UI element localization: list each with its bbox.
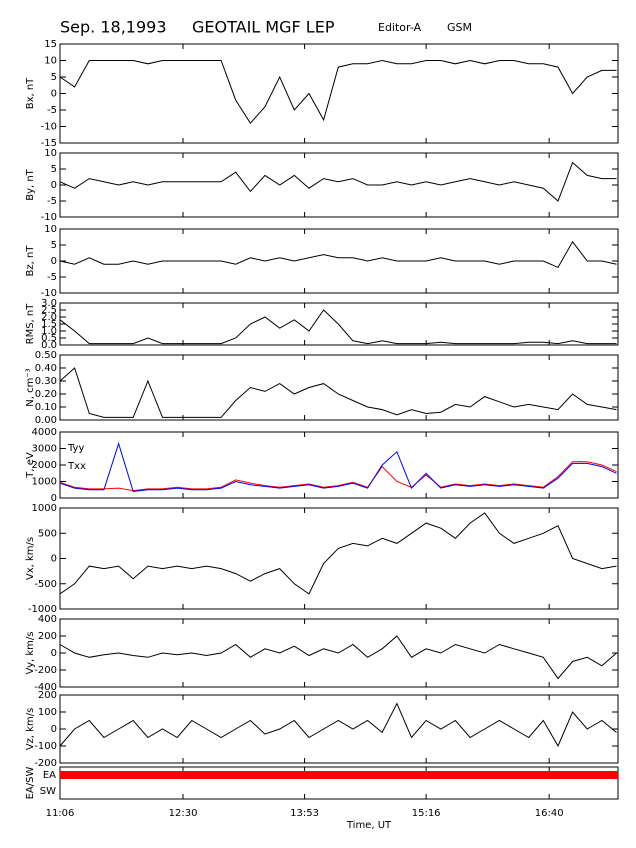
y-tick-label: -10 — [41, 122, 57, 133]
y-tick-label: 0.50 — [35, 350, 57, 361]
y-tick-label: -5 — [47, 105, 57, 116]
series-line — [59, 441, 617, 492]
series-line — [59, 635, 617, 680]
y-tick-label: 0 — [51, 554, 57, 565]
y-tick-label: -10 — [41, 288, 57, 299]
y-tick-label: 0.10 — [35, 402, 57, 413]
y-axis-label: N, cm⁻³ — [25, 368, 36, 406]
legend-label: Tyy — [67, 443, 84, 454]
panel-frame — [59, 354, 619, 421]
x-tick-label: 15:16 — [412, 808, 441, 819]
y-tick-label: 5 — [51, 72, 57, 83]
x-tick-label: 16:40 — [535, 808, 564, 819]
editor: Editor-A — [378, 21, 422, 34]
y-tick-label: -5 — [47, 272, 57, 283]
y-tick-label: 0 — [51, 180, 57, 191]
series-line — [59, 161, 617, 202]
y-tick-label: -200 — [34, 665, 57, 676]
panel-frame — [59, 766, 619, 800]
y-tick-label: 1.5 — [41, 319, 57, 330]
series-line — [59, 59, 617, 125]
y-tick-label: 0.20 — [35, 389, 57, 400]
y-tick-label: 10 — [44, 56, 57, 67]
y-tick-label: 0.40 — [35, 363, 57, 374]
y-axis-label: Vx, km/s — [25, 537, 36, 580]
series-line — [59, 367, 617, 418]
y-tick-label: 0 — [51, 256, 57, 267]
panel-frame — [59, 694, 619, 764]
y-tick-label: -1000 — [28, 604, 57, 615]
series-line — [59, 309, 617, 345]
y-tick-label: 200 — [38, 690, 57, 701]
y-tick-label: -5 — [47, 196, 57, 207]
y-axis-label: RMS, nT — [25, 303, 36, 345]
series-line — [59, 240, 617, 269]
y-tick-label: 1000 — [32, 503, 57, 514]
panel-frame — [59, 431, 619, 499]
y-tick-label: 0 — [51, 724, 57, 735]
y-tick-label: 0.00 — [35, 415, 57, 426]
y-axis-label: T, eV — [25, 452, 36, 479]
panel-frame — [59, 507, 619, 610]
y-tick-label: 4000 — [32, 427, 57, 438]
y-tick-label: -10 — [41, 212, 57, 223]
y-tick-label: 0 — [51, 493, 57, 504]
y-tick-label: 0 — [51, 89, 57, 100]
y-tick-label: 5 — [51, 240, 57, 251]
y-tick-label: 0 — [51, 648, 57, 659]
legend-label: Txx — [67, 461, 86, 472]
y-tick-label: -400 — [34, 682, 57, 693]
x-tick-label: 11:06 — [46, 808, 75, 819]
y-tick-label: 2.0 — [41, 312, 57, 323]
date: Sep. 18,1993 — [60, 18, 167, 37]
series-line — [59, 702, 617, 748]
y-axis-label: Bz, nT — [25, 245, 36, 277]
y-tick-label: SW — [40, 786, 56, 797]
series-line — [59, 512, 617, 595]
y-tick-label: 1.0 — [41, 326, 57, 337]
y-tick-label: 0.0 — [41, 340, 57, 351]
panel-frame — [59, 152, 619, 218]
y-tick-label: -100 — [34, 741, 57, 752]
y-tick-label: 5 — [51, 164, 57, 175]
x-axis-label: Time, UT — [346, 820, 392, 831]
y-tick-label: 3.0 — [41, 298, 57, 309]
y-tick-label: 0.30 — [35, 376, 57, 387]
panel-frame — [59, 43, 619, 144]
y-tick-label: 2000 — [32, 460, 57, 471]
y-tick-label: 3000 — [32, 444, 57, 455]
y-tick-label: 500 — [38, 528, 57, 539]
y-axis-label: Vz, km/s — [25, 708, 36, 751]
y-tick-label: -200 — [34, 758, 57, 769]
panel-frame — [59, 302, 619, 346]
y-tick-label: 10 — [44, 148, 57, 159]
x-tick-label: 13:53 — [290, 808, 319, 819]
y-tick-label: EA — [43, 770, 56, 781]
y-tick-label: 100 — [38, 707, 57, 718]
y-tick-label: 400 — [38, 614, 57, 625]
y-tick-label: 10 — [44, 224, 57, 235]
mission: GEOTAIL MGF LEP — [192, 18, 335, 37]
y-tick-label: 0.5 — [41, 333, 57, 344]
y-tick-label: 1000 — [32, 477, 57, 488]
y-axis-label: Bx, nT — [25, 77, 36, 109]
y-tick-label: 15 — [44, 39, 57, 50]
series-line — [59, 461, 617, 492]
frame: GSM — [447, 21, 472, 34]
y-tick-label: 2.5 — [41, 305, 57, 316]
y-axis-label: By, nT — [25, 168, 36, 200]
y-tick-label: 200 — [38, 631, 57, 642]
y-axis-label: Vy, km/s — [25, 632, 36, 675]
y-tick-label: -500 — [34, 579, 57, 590]
y-tick-label: -15 — [41, 138, 57, 149]
x-tick-label: 12:30 — [169, 808, 198, 819]
y-axis-label: EA/SW — [25, 767, 36, 800]
